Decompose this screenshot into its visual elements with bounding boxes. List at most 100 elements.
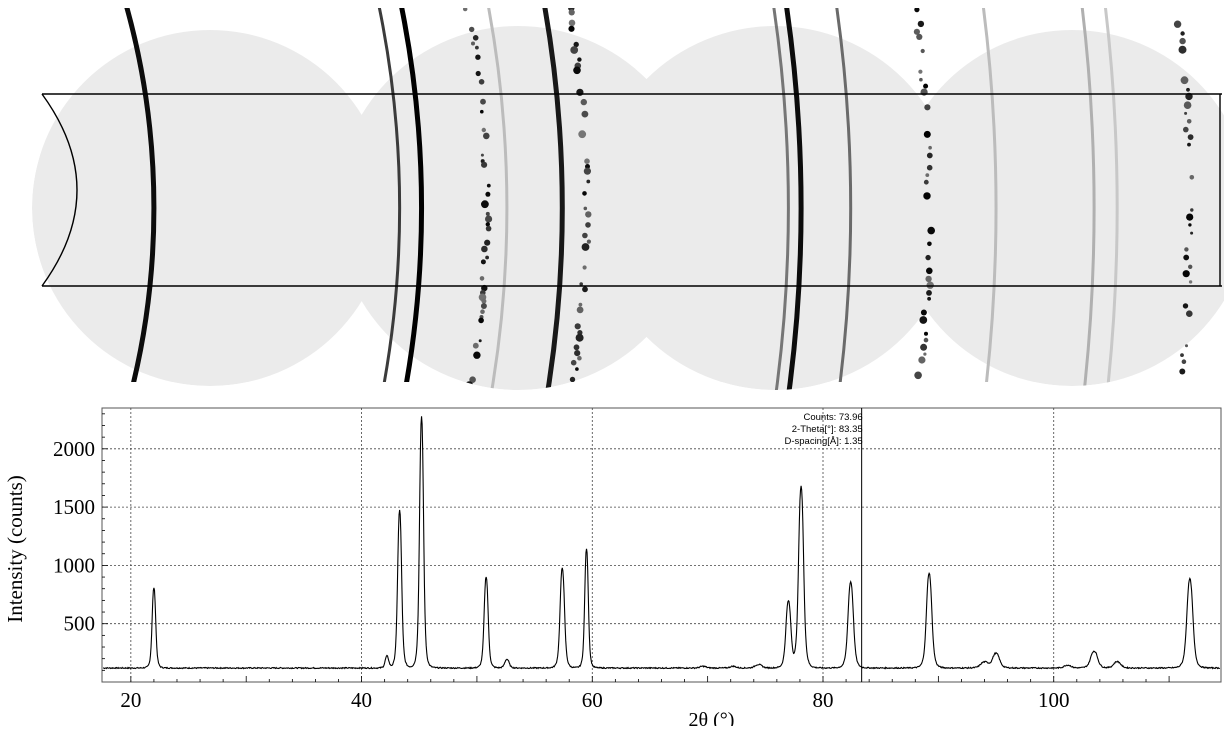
- y-tick-label: 1000: [53, 553, 95, 577]
- ring-spot: [1183, 127, 1189, 133]
- ring-spot: [918, 21, 924, 27]
- x-axis-label: 2θ (°): [689, 709, 735, 726]
- ring-spot: [1182, 359, 1187, 364]
- ring-spot: [566, 424, 572, 430]
- ring-spot: [911, 397, 918, 404]
- ring-spot: [847, 689, 851, 693]
- ring-spot: [582, 111, 589, 118]
- ring-spot: [1163, 487, 1170, 494]
- ring-spot: [918, 392, 922, 396]
- plot-frame: [102, 408, 1221, 682]
- ring-spot: [487, 184, 491, 188]
- ring-spot: [890, 533, 896, 539]
- ring-spot: [914, 372, 922, 380]
- ring-spot: [583, 265, 587, 269]
- ring-spot: [1169, 463, 1176, 470]
- ring-spot: [1183, 270, 1190, 277]
- ring-spot: [584, 207, 588, 211]
- cursor-counts-label: Counts: 73.96: [803, 412, 862, 423]
- ring-spot: [570, 377, 575, 382]
- ring-spot: [447, 483, 452, 488]
- x-tick-label: 80: [813, 688, 834, 712]
- ring-spot: [1179, 369, 1185, 375]
- ring-spot: [867, 627, 875, 635]
- ring-spot: [1174, 21, 1181, 28]
- ring-spot: [480, 276, 485, 281]
- ring-spot: [920, 344, 927, 351]
- ring-spot: [921, 310, 927, 316]
- ring-spot: [573, 382, 576, 385]
- ring-spot: [582, 191, 587, 196]
- ring-spot: [577, 356, 582, 361]
- ring-spot: [873, 595, 879, 601]
- ring-spot: [481, 246, 488, 253]
- ring-spot: [547, 507, 552, 512]
- ring-spot: [568, 26, 574, 32]
- ring-spot: [480, 309, 485, 314]
- ring-spot: [555, 482, 558, 485]
- ring-spot: [478, 318, 484, 324]
- ring-spot: [916, 414, 919, 417]
- ring-spot: [893, 528, 899, 534]
- ring-spot: [469, 27, 474, 32]
- ring-spot: [543, 522, 550, 529]
- ring-spot: [1187, 143, 1191, 147]
- ring-spot: [918, 70, 922, 74]
- ring-spot: [1122, 684, 1129, 691]
- ring-spot: [1180, 353, 1184, 357]
- ring-spot: [483, 133, 490, 140]
- ring-spot: [896, 501, 902, 507]
- ring-spot: [473, 352, 480, 359]
- ring-spot: [927, 153, 933, 159]
- ring-spot: [481, 303, 487, 309]
- ring-spot: [543, 518, 546, 521]
- ring-spot: [1175, 422, 1182, 429]
- cursor-d-spacing-label: D-spacing[Å]: 1.35: [784, 436, 862, 447]
- ring-spot: [1154, 552, 1158, 556]
- ring-spot: [1180, 31, 1184, 35]
- ring-spot: [481, 162, 487, 168]
- ring-spot: [863, 635, 869, 641]
- ring-spot: [559, 446, 564, 451]
- ring-spot: [925, 173, 929, 177]
- ring-spot: [1149, 591, 1152, 594]
- ring-spot: [459, 434, 464, 439]
- ring-spot: [431, 548, 434, 551]
- ring-spot: [581, 99, 587, 105]
- ring-spot: [473, 343, 479, 349]
- ring-spot: [1188, 134, 1194, 140]
- ring-spot: [585, 211, 591, 217]
- ring-spot: [870, 615, 876, 621]
- ring-spot: [559, 439, 565, 445]
- ring-spot: [574, 344, 580, 350]
- ring-spot: [522, 584, 527, 589]
- ring-spot: [1179, 46, 1187, 54]
- ring-spot: [927, 242, 932, 247]
- ring-spot: [1183, 303, 1188, 308]
- ring-spot: [1186, 88, 1190, 92]
- ring-spot: [438, 520, 442, 524]
- ring-spot: [587, 240, 591, 244]
- ring-spot: [918, 356, 925, 363]
- ring-spot: [1185, 344, 1188, 347]
- ring-spot: [925, 276, 931, 282]
- ring-spot: [857, 654, 864, 661]
- ring-spot: [924, 180, 929, 185]
- ring-spot: [1183, 255, 1189, 261]
- ring-spot: [1179, 38, 1185, 44]
- ring-spot: [553, 460, 560, 467]
- ring-spot: [486, 222, 490, 226]
- ring-spot: [576, 334, 584, 342]
- ring-spot: [473, 35, 479, 41]
- ring-spot: [431, 538, 438, 545]
- ring-spot: [897, 493, 903, 499]
- ring-spot: [536, 545, 540, 549]
- ring-spot: [480, 110, 484, 114]
- ring-spot: [448, 476, 454, 482]
- ring-spot: [433, 523, 441, 531]
- ring-spot: [573, 67, 581, 75]
- cursor-readout: Counts: 73.96 2-Theta[°]: 83.35 D-spacin…: [784, 412, 862, 447]
